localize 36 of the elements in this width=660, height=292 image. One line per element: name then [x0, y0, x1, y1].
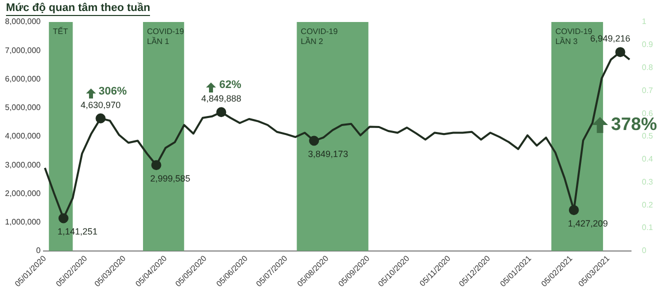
y-tick-label: 5,000,000: [4, 103, 42, 112]
y-tick-label: 3,000,000: [4, 160, 42, 170]
y-tick-label: 8,000,000: [4, 17, 42, 26]
point: [96, 113, 106, 124]
y2-tick-label: 0.1: [642, 223, 654, 232]
y2-tick-label: 0.8: [642, 62, 654, 72]
y2-tick-label: 0.6: [642, 108, 654, 118]
y-tick-label: 2,000,000: [4, 188, 42, 198]
annotation: 3,849,173: [308, 149, 348, 160]
point: [568, 205, 579, 216]
band-label: COVID-19 LẦN 1: [147, 27, 184, 46]
annotation: 306%: [98, 85, 127, 98]
annotation: 62%: [219, 79, 242, 92]
point: [216, 107, 226, 118]
y2-tick-label: 0.7: [642, 86, 654, 95]
y2-tick-label: 1: [642, 17, 647, 26]
band-label: COVID-19 LẦN 2: [300, 27, 338, 46]
band-label: TẾT: [52, 26, 68, 36]
y-tick-label: 4,000,000: [4, 132, 42, 141]
y-tick-label: 0: [36, 246, 42, 256]
point: [151, 160, 162, 170]
annotation: 4,849,888: [201, 94, 242, 104]
y2-tick-label: 0.2: [642, 200, 654, 210]
y2-tick-label: 0.3: [642, 177, 654, 186]
y-tick-label: 1,000,000: [4, 217, 42, 226]
point: [615, 47, 626, 58]
y2-tick-label: 0: [642, 246, 647, 256]
y-tick-label: 7,000,000: [4, 46, 42, 55]
annotation: 4,630,970: [80, 100, 121, 110]
y2-tick-label: 0.4: [642, 154, 654, 164]
point: [309, 136, 320, 146]
chart-title: Mức độ quan tâm theo tuần: [6, 2, 150, 16]
point: [58, 213, 68, 224]
y2-tick-label: 0.9: [642, 40, 654, 50]
y2-tick-label: 0.5: [642, 132, 654, 141]
y-tick-label: 6,000,000: [4, 74, 42, 84]
